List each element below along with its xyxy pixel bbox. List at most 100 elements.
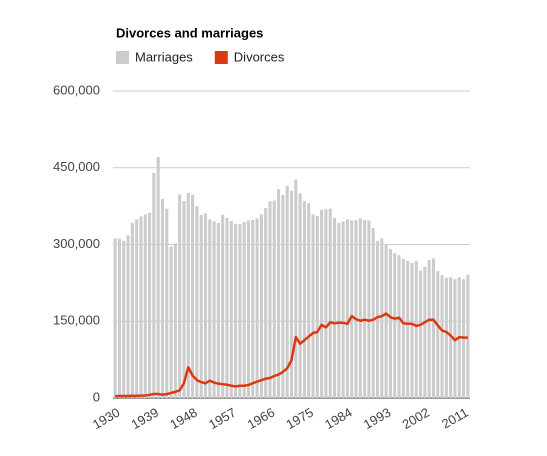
legend-label: Divorces	[234, 49, 285, 64]
bar	[251, 219, 255, 398]
bar	[216, 223, 220, 398]
x-tick-label: 2002	[400, 405, 433, 432]
bar	[208, 219, 212, 398]
bar	[195, 206, 199, 398]
bar	[332, 217, 337, 398]
chart-title: Divorces and marriages	[116, 25, 263, 40]
bar	[375, 240, 380, 398]
bar	[156, 157, 160, 398]
bar	[367, 220, 371, 398]
bar	[337, 223, 341, 398]
bar	[311, 214, 315, 398]
bar	[384, 245, 388, 398]
bar	[414, 260, 418, 398]
bar	[148, 212, 152, 398]
bar	[289, 190, 294, 398]
bar	[410, 262, 414, 398]
bar	[246, 220, 251, 398]
bar	[418, 270, 423, 398]
x-tick-label: 1966	[245, 405, 278, 432]
bar	[122, 240, 126, 398]
y-tick-label: 450,000	[53, 159, 100, 174]
bar	[350, 220, 354, 398]
bar	[173, 243, 177, 398]
legend-swatch	[116, 51, 129, 64]
bar	[186, 192, 190, 398]
legend-label: Marriages	[135, 49, 193, 64]
bar	[324, 209, 328, 398]
bar	[440, 275, 444, 398]
bar	[113, 238, 117, 398]
bar	[401, 258, 405, 398]
bar	[191, 194, 195, 398]
x-tick-label: 1930	[90, 405, 123, 432]
bar	[169, 246, 173, 398]
x-tick-label: 1957	[206, 405, 239, 432]
bar	[255, 218, 259, 398]
x-tick-label: 1975	[283, 405, 316, 432]
bar	[117, 238, 122, 398]
bar	[221, 214, 225, 398]
bar	[393, 253, 397, 398]
bar	[238, 224, 242, 398]
bar	[152, 172, 156, 398]
bar	[345, 219, 349, 398]
bar	[444, 277, 448, 398]
bar	[130, 223, 134, 398]
bar	[225, 217, 229, 398]
bar	[182, 201, 186, 398]
bar	[281, 194, 285, 398]
bar	[315, 215, 319, 398]
bar	[272, 200, 276, 398]
bar	[436, 271, 440, 398]
bar	[431, 258, 435, 398]
y-tick-label: 0	[93, 389, 100, 404]
bar	[203, 213, 208, 398]
line	[115, 312, 468, 398]
bar	[449, 277, 453, 398]
bar	[212, 221, 216, 398]
bar	[427, 259, 431, 398]
bar	[277, 189, 281, 398]
x-tick-label: 1993	[361, 405, 394, 432]
bar	[165, 208, 169, 398]
bar	[380, 238, 384, 398]
bar	[143, 214, 147, 398]
bar	[371, 228, 375, 398]
x-tick-label: 1984	[322, 405, 355, 432]
bar	[294, 179, 298, 398]
bar	[397, 255, 401, 398]
bar	[285, 185, 289, 398]
x-tick-label: 2011	[439, 405, 471, 432]
x-tick-label: 1948	[167, 405, 200, 432]
bar	[328, 208, 332, 398]
bar	[259, 214, 263, 398]
bar	[139, 216, 143, 398]
bar	[264, 208, 268, 398]
bar	[388, 249, 392, 398]
bar	[354, 219, 358, 398]
y-tick-label: 300,000	[53, 236, 100, 251]
bar	[466, 274, 470, 398]
bar	[307, 203, 311, 398]
legend-swatch	[214, 51, 228, 64]
bar	[302, 201, 306, 398]
bar	[229, 220, 233, 398]
y-tick-label: 600,000	[53, 82, 100, 97]
bar	[268, 201, 272, 398]
bar	[320, 209, 324, 398]
bar	[160, 198, 165, 398]
bar	[135, 219, 139, 398]
bar	[199, 214, 203, 398]
bar	[406, 260, 410, 398]
bar	[363, 219, 367, 398]
bar	[126, 235, 130, 398]
bar	[298, 193, 302, 398]
y-tick-label: 150,000	[53, 313, 100, 328]
x-tick-label: 1939	[129, 405, 162, 432]
bar	[358, 218, 362, 398]
bar	[178, 194, 182, 398]
bar	[242, 221, 246, 398]
bar	[341, 221, 345, 398]
